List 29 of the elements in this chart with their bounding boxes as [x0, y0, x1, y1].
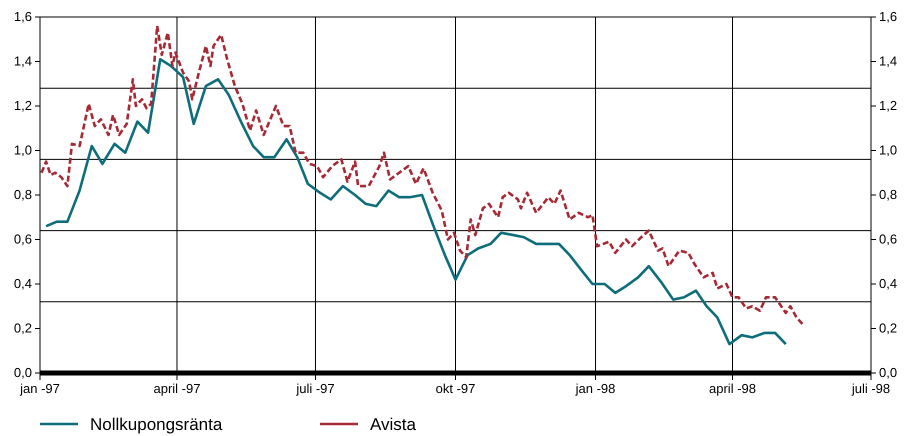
- y2-tick-label: 1,6: [879, 9, 898, 24]
- y2-tick-label: 0,8: [879, 187, 898, 202]
- y2-tick-label: 0,2: [879, 320, 898, 336]
- y2-tick-label: 0,6: [879, 232, 898, 246]
- x-tick-label: april -97: [153, 381, 200, 396]
- x-tick-label: juli -98: [850, 381, 890, 396]
- y-tick-label: 0,6: [14, 232, 32, 246]
- y-tick-label: 1,0: [14, 142, 32, 158]
- x-tick-label: okt -97: [436, 381, 476, 396]
- x-tick-label: jan -98: [574, 381, 616, 396]
- y2-tick-label: 1,0: [879, 142, 898, 158]
- y-tick-label: 1,2: [14, 98, 32, 113]
- y-tick-label: 1,6: [14, 9, 32, 24]
- y2-tick-label: 0,4: [879, 276, 898, 291]
- y-tick-label: 0,0: [14, 365, 32, 380]
- y-tick-label: 0,8: [14, 187, 32, 202]
- y2-tick-label: 1,4: [879, 54, 898, 68]
- y-tick-label: 0,2: [14, 320, 32, 336]
- line-series: [44, 58, 788, 346]
- y-tick-label: 1,4: [14, 54, 32, 68]
- legend-label: Nollkupongsränta: [90, 415, 223, 434]
- x-tick-label: juli -97: [295, 381, 335, 396]
- y-tick-label: 0,4: [14, 276, 32, 291]
- y2-tick-label: 0,0: [879, 365, 898, 380]
- x-tick-label: april -98: [709, 381, 756, 396]
- line-series: [40, 24, 804, 326]
- x-tick-label: jan -97: [19, 381, 60, 396]
- legend-label: Avista: [370, 415, 417, 434]
- y2-tick-label: 1,2: [879, 98, 898, 113]
